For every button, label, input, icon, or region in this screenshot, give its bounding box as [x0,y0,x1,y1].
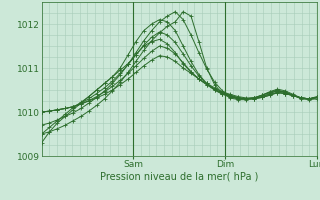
X-axis label: Pression niveau de la mer( hPa ): Pression niveau de la mer( hPa ) [100,172,258,182]
